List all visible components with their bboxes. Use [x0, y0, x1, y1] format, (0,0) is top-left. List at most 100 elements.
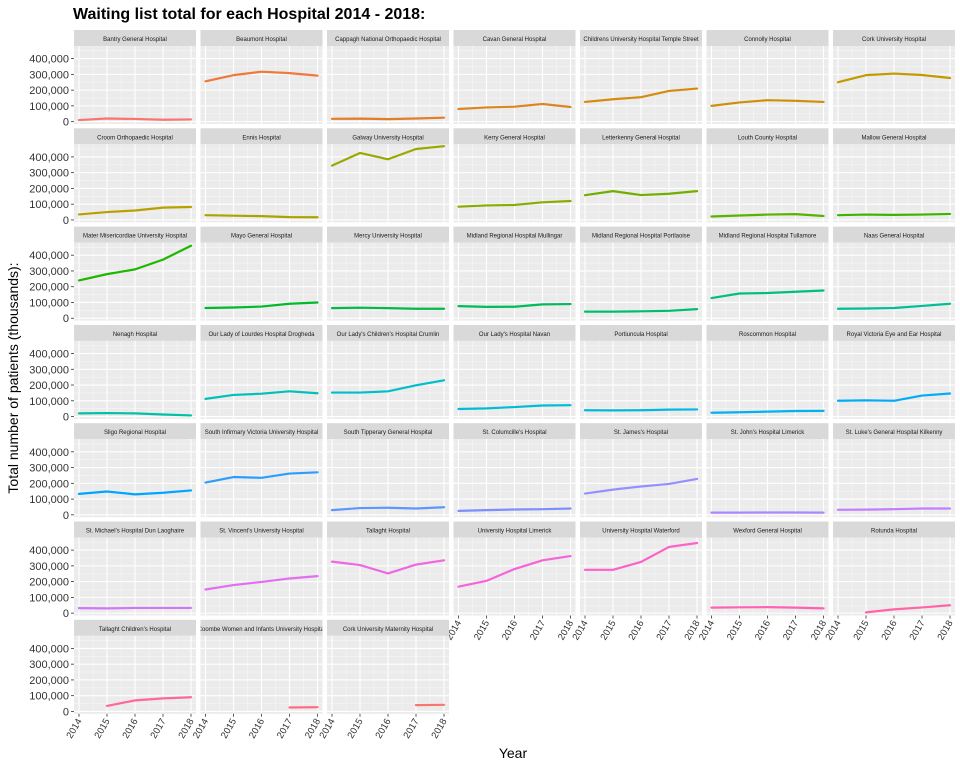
series-line: [583, 87, 699, 104]
series-line: [457, 102, 572, 111]
y-tick-label: 100,000: [29, 396, 69, 408]
strip-background: [453, 128, 576, 145]
x-tick-label: 2018: [430, 717, 450, 741]
y-tick-label: 100,000: [29, 494, 69, 506]
series-line: [457, 302, 572, 308]
facet-panel: St. Luke's General Hospital Kilkenny: [833, 423, 955, 518]
strip-background: [74, 619, 196, 636]
facet-panel: Nenagh Hospital 0 100,000 200,000 300,000 400…: [29, 324, 196, 424]
y-tick-label: 400,000: [29, 447, 69, 459]
series-line: [204, 390, 319, 400]
x-tick-label: 2014: [824, 619, 844, 643]
y-axis-title: Total number of patients (thousands):: [5, 262, 21, 493]
y-tick-label: 0: [63, 608, 69, 620]
strip-label: Our Lady's Children's Hospital Crumlin: [337, 332, 440, 338]
strip-label: Beaumont Hospital: [236, 37, 287, 43]
x-tick-label: 2014: [191, 717, 211, 741]
strip-background: [580, 423, 702, 440]
strip-label: Bantry General Hospital: [103, 37, 167, 43]
x-tick-label: 2017: [275, 717, 295, 741]
strip-background: [580, 521, 702, 538]
y-tick-label: 200,000: [29, 183, 69, 195]
strip-label: Wexford General Hospital: [733, 529, 802, 535]
facet-panel: St. Columcille's Hospital: [453, 423, 576, 518]
y-tick-label: 200,000: [29, 380, 69, 392]
series-line: [77, 411, 193, 417]
series-line: [204, 301, 319, 310]
strip-background: [327, 128, 449, 145]
strip-label: Galway University Hospital: [352, 135, 423, 141]
strip-label: Cappagh National Orthopaedic Hospital: [335, 37, 441, 43]
facet-panel: Tallaght Children's Hospital 0 100,000 200,…: [29, 619, 197, 741]
facet-panel: Beaumont Hospital: [200, 30, 323, 124]
series-line: [77, 489, 193, 496]
series-line: [836, 392, 952, 402]
facet-panel: Roscommon Hospital: [706, 324, 829, 419]
facet-panel: Tallaght Hospital: [327, 521, 449, 616]
facet-panel: Letterkenny General Hospital: [580, 128, 702, 223]
facet-panel: Childrens University Hospital Temple Str…: [580, 30, 702, 124]
facet-panel: Portiuncula Hospital: [580, 324, 702, 419]
y-tick-label: 100,000: [29, 592, 69, 604]
facet-panel: St. John's Hospital Limerick: [706, 423, 829, 518]
facet-panel: Mallow General Hospital: [833, 128, 955, 223]
series-line: [864, 604, 952, 614]
y-tick-label: 200,000: [29, 85, 69, 97]
x-tick-label: 2017: [655, 619, 675, 643]
facet-panel: Connolly Hospital: [706, 30, 829, 124]
strip-label: Nenagh Hospital: [113, 332, 157, 338]
x-tick-label: 2018: [936, 619, 956, 643]
strip-label: Mallow General Hospital: [861, 135, 926, 141]
facet-panel: Bantry General Hospital 0 100,000 200,000 30…: [29, 30, 196, 129]
facet-panel: Galway University Hospital: [327, 128, 449, 223]
facet-panel: Sligo Regional Hospital 0 100,000 200,000 30…: [29, 423, 196, 522]
strip-background: [833, 30, 955, 46]
x-tick-label: 2016: [880, 619, 900, 643]
strip-background: [200, 423, 323, 440]
strip-label: Letterkenny General Hospital: [602, 135, 680, 141]
strip-background: [327, 423, 449, 440]
facet-panel: Our Lady's Hospital Navan: [453, 324, 576, 419]
strip-label: Croom Orthopaedic Hospital: [97, 135, 173, 141]
chart-title: Waiting list total for each Hospital 201…: [73, 6, 425, 23]
strip-background: [833, 423, 955, 440]
strip-label: Mercy University Hospital: [354, 234, 422, 240]
strip-background: [200, 521, 323, 538]
x-tick-label: 2015: [93, 717, 113, 741]
facet-panel: Mater Misericordiae University Hospital 0…: [29, 226, 196, 325]
facet-panel: Royal Victoria Eye and Ear Hospital: [833, 324, 955, 419]
x-tick-label: 2015: [852, 619, 872, 643]
facet-panel: Cavan General Hospital: [453, 30, 576, 124]
strip-label: Mayo General Hospital: [231, 234, 292, 240]
series-line: [583, 477, 699, 495]
x-tick-label: 2017: [149, 717, 169, 741]
strip-label: St. Luke's General Hospital Kilkenny: [846, 430, 943, 436]
series-line: [710, 99, 825, 107]
x-tick-label: 2014: [318, 717, 338, 741]
strip-background: [327, 324, 449, 341]
strip-background: [453, 423, 576, 440]
series-line: [457, 404, 572, 411]
facet-panel: Our Lady of Lourdes Hospital Drogheda: [200, 324, 323, 419]
series-line: [836, 507, 952, 511]
series-line: [457, 507, 572, 512]
facet-panel: Kerry General Hospital: [453, 128, 576, 223]
x-tick-label: 2014: [571, 619, 591, 643]
y-tick-label: 400,000: [29, 643, 69, 655]
y-tick-label: 300,000: [29, 659, 69, 671]
y-tick-label: 400,000: [29, 250, 69, 262]
strip-background: [453, 324, 576, 341]
x-tick-label: 2017: [781, 619, 801, 643]
series-line: [204, 471, 319, 484]
facet-panel: University Hospital Waterford 2014 2015 201…: [571, 521, 703, 643]
y-tick-label: 0: [63, 706, 69, 718]
strip-background: [200, 226, 323, 243]
y-tick-label: 200,000: [29, 478, 69, 490]
series-line: [836, 72, 952, 84]
x-tick-label: 2016: [247, 717, 267, 741]
strip-label: Our Lady's Hospital Navan: [479, 332, 550, 338]
strip-label: St. Columcille's Hospital: [482, 430, 546, 436]
facet-panel: Cork University Hospital: [833, 30, 955, 124]
strip-background: [833, 324, 955, 341]
